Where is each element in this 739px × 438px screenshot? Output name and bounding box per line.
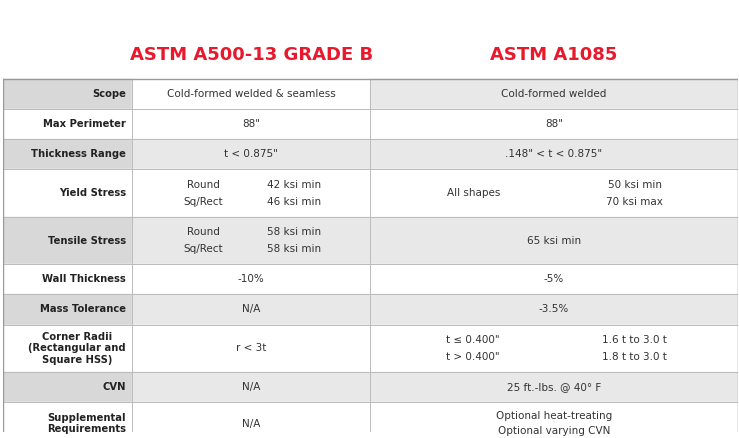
Bar <box>370 79 738 109</box>
Text: Scope: Scope <box>92 89 126 99</box>
Text: Corner Radii
(Rectangular and
Square HSS): Corner Radii (Rectangular and Square HSS… <box>28 332 126 365</box>
Bar <box>4 264 132 294</box>
Text: 1.6 t to 3.0 t: 1.6 t to 3.0 t <box>602 335 667 345</box>
Text: 50 ksi min: 50 ksi min <box>607 180 662 190</box>
Text: Cold-formed welded & seamless: Cold-formed welded & seamless <box>167 89 336 99</box>
Bar <box>370 170 738 217</box>
Bar <box>370 372 738 402</box>
Bar <box>4 139 132 170</box>
Text: ASTM A500-13 GRADE B: ASTM A500-13 GRADE B <box>129 46 372 64</box>
Text: Round: Round <box>187 227 220 237</box>
Text: Sq/Rect: Sq/Rect <box>183 197 223 207</box>
Bar <box>370 294 738 325</box>
Text: Sq/Rect: Sq/Rect <box>183 244 223 254</box>
Text: All shapes: All shapes <box>446 188 500 198</box>
Bar <box>4 294 132 325</box>
Text: ASTM A1085: ASTM A1085 <box>491 46 618 64</box>
Bar <box>370 325 738 372</box>
Bar <box>370 109 738 139</box>
Bar <box>132 139 370 170</box>
Bar <box>4 325 132 372</box>
Bar <box>132 402 370 438</box>
Text: Cold-formed welded: Cold-formed welded <box>501 89 607 99</box>
Bar <box>132 264 370 294</box>
Text: 42 ksi min: 42 ksi min <box>267 180 321 190</box>
Text: -3.5%: -3.5% <box>539 304 569 314</box>
Bar <box>4 170 132 217</box>
Text: t ≤ 0.400": t ≤ 0.400" <box>446 335 500 345</box>
Text: Optional heat-treating: Optional heat-treating <box>496 411 612 421</box>
Text: t < 0.875": t < 0.875" <box>224 149 278 159</box>
Bar <box>370 264 738 294</box>
Text: 88": 88" <box>242 119 260 129</box>
Text: Supplemental
Requirements: Supplemental Requirements <box>47 413 126 434</box>
Text: 58 ksi min: 58 ksi min <box>267 244 321 254</box>
Text: CVN: CVN <box>103 382 126 392</box>
Bar <box>4 217 132 264</box>
Bar <box>132 325 370 372</box>
Text: 70 ksi max: 70 ksi max <box>607 197 664 207</box>
Bar <box>132 79 370 109</box>
Text: N/A: N/A <box>242 419 260 429</box>
Text: .148" < t < 0.875": .148" < t < 0.875" <box>505 149 602 159</box>
Text: -5%: -5% <box>544 274 564 284</box>
Bar <box>132 294 370 325</box>
Bar <box>370 139 738 170</box>
Bar <box>132 372 370 402</box>
Text: 1.8 t to 3.0 t: 1.8 t to 3.0 t <box>602 352 667 362</box>
Text: Yield Stress: Yield Stress <box>59 188 126 198</box>
Bar <box>4 79 132 109</box>
Bar <box>132 170 370 217</box>
Text: Thickness Range: Thickness Range <box>31 149 126 159</box>
Text: -10%: -10% <box>238 274 265 284</box>
Text: 25 ft.-lbs. @ 40° F: 25 ft.-lbs. @ 40° F <box>507 382 601 392</box>
Text: 88": 88" <box>545 119 563 129</box>
Text: r < 3t: r < 3t <box>236 343 266 353</box>
Text: t > 0.400": t > 0.400" <box>446 352 500 362</box>
Text: Round: Round <box>187 180 220 190</box>
Text: N/A: N/A <box>242 304 260 314</box>
Bar <box>370 217 738 264</box>
Bar <box>132 109 370 139</box>
Text: N/A: N/A <box>242 382 260 392</box>
Bar <box>4 109 132 139</box>
Text: Mass Tolerance: Mass Tolerance <box>40 304 126 314</box>
Text: Wall Thickness: Wall Thickness <box>42 274 126 284</box>
Text: Tensile Stress: Tensile Stress <box>48 236 126 246</box>
Bar <box>4 402 132 438</box>
Bar <box>370 402 738 438</box>
Text: Optional varying CVN: Optional varying CVN <box>498 427 610 436</box>
Text: 65 ksi min: 65 ksi min <box>527 236 581 246</box>
Bar <box>4 372 132 402</box>
Text: 46 ksi min: 46 ksi min <box>267 197 321 207</box>
Text: Max Perimeter: Max Perimeter <box>43 119 126 129</box>
Text: 58 ksi min: 58 ksi min <box>267 227 321 237</box>
Bar <box>132 217 370 264</box>
